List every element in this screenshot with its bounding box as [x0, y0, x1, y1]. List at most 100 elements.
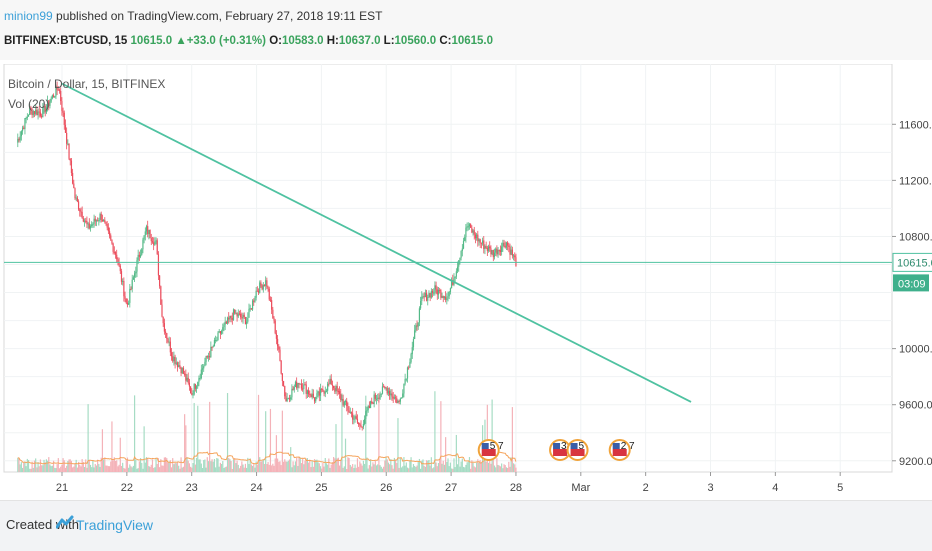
candle-body — [62, 110, 64, 113]
volume-bar — [155, 458, 157, 472]
volume-bar — [356, 458, 359, 472]
candle-body — [236, 313, 238, 317]
volume-bar — [402, 466, 404, 472]
candle-body — [324, 391, 326, 394]
volume-bar — [173, 464, 175, 472]
volume-bar — [21, 467, 24, 472]
candle-body — [61, 101, 63, 111]
candle-body — [410, 354, 412, 363]
candle-body — [508, 245, 510, 247]
volume-bar — [94, 463, 96, 472]
candle-body — [267, 287, 269, 289]
volume-bar — [210, 461, 212, 472]
event-markers: 5 7 34 5 2 7 — [477, 439, 635, 461]
candle-body — [23, 127, 25, 129]
volume-bar — [150, 464, 152, 472]
candle-body — [157, 254, 160, 276]
volume-bar — [149, 466, 151, 472]
candle-body — [445, 296, 447, 300]
candle-body — [484, 246, 486, 249]
candle-body — [447, 296, 449, 299]
volume-bar — [153, 467, 155, 472]
candle-body — [33, 111, 36, 114]
volume-bar — [410, 457, 412, 472]
trendline — [61, 82, 692, 403]
candle-body — [433, 292, 435, 294]
volume-bar — [417, 461, 419, 472]
candle-body — [381, 386, 384, 394]
candle-body — [190, 386, 192, 394]
candle-body — [220, 330, 223, 334]
candle-body — [148, 229, 150, 235]
volume-bar — [405, 462, 407, 472]
candle-body — [162, 316, 164, 324]
candle-body — [300, 383, 303, 389]
volume-bar — [187, 460, 189, 472]
candle-body — [21, 127, 24, 132]
candle-body — [265, 280, 267, 286]
candle-body — [18, 138, 20, 141]
volume-bar — [352, 464, 354, 472]
candle-body — [218, 331, 220, 333]
candle-body — [251, 300, 254, 310]
volume-bar — [52, 460, 55, 472]
y-tick-label: 10800.0 — [899, 231, 932, 243]
x-tick-label: Mar — [571, 482, 590, 494]
volume-bar — [99, 466, 101, 472]
candle-body — [137, 254, 139, 261]
volume-bar — [391, 465, 393, 472]
last-price-badge — [892, 252, 932, 272]
volume-bar — [87, 404, 89, 472]
candle-body — [319, 388, 322, 396]
candle-body — [249, 308, 251, 310]
volume-bar — [75, 459, 77, 472]
axes: 11600.0 11200.0 10800.0 10000.0 9600.0 9200.0… — [56, 119, 932, 494]
candle-body — [66, 132, 68, 144]
volume-bar — [211, 459, 213, 472]
volume-bar — [331, 462, 334, 472]
candle-body — [130, 288, 132, 290]
volume-bar — [505, 467, 508, 472]
candle-body — [454, 276, 456, 279]
candle-body — [242, 314, 244, 319]
volume-bar — [262, 459, 264, 472]
volume-bar — [296, 457, 298, 472]
volume-bar — [107, 466, 109, 472]
candle-body — [225, 321, 227, 324]
candle-body — [79, 209, 81, 212]
candle-body — [455, 271, 457, 277]
candle-body — [322, 389, 324, 392]
candle-body — [458, 260, 460, 267]
published-text: published on TradingView.com, February 2… — [52, 9, 383, 23]
volume-bar — [445, 437, 447, 472]
candle-body — [465, 227, 467, 238]
volume-bar — [486, 404, 488, 472]
volume-bar — [225, 466, 227, 472]
author-link[interactable]: minion99 — [4, 9, 53, 23]
volume-bar — [293, 465, 295, 472]
y-tick-label: 9600.0 — [899, 400, 932, 412]
candle-body — [27, 115, 30, 117]
candle-body — [416, 325, 418, 327]
volume-bar — [288, 459, 291, 472]
volume-bar — [108, 466, 111, 472]
candle-body — [350, 411, 353, 414]
volume-bar — [139, 458, 142, 472]
candle-body — [360, 425, 362, 427]
volume-bar — [390, 459, 392, 472]
volume-bar — [74, 463, 76, 472]
candle-body — [336, 386, 338, 391]
volume-bar — [346, 468, 348, 472]
tradingview-brand[interactable]: TradingView — [76, 517, 154, 533]
candle-body — [86, 221, 88, 225]
close-label: C: — [439, 35, 452, 47]
volume-bar — [266, 463, 268, 472]
candle-body — [334, 388, 336, 392]
volume-bar — [409, 460, 411, 472]
candle-body — [365, 411, 367, 420]
candle-body — [169, 341, 171, 353]
candle-body — [490, 248, 492, 255]
candle-body — [95, 220, 98, 222]
